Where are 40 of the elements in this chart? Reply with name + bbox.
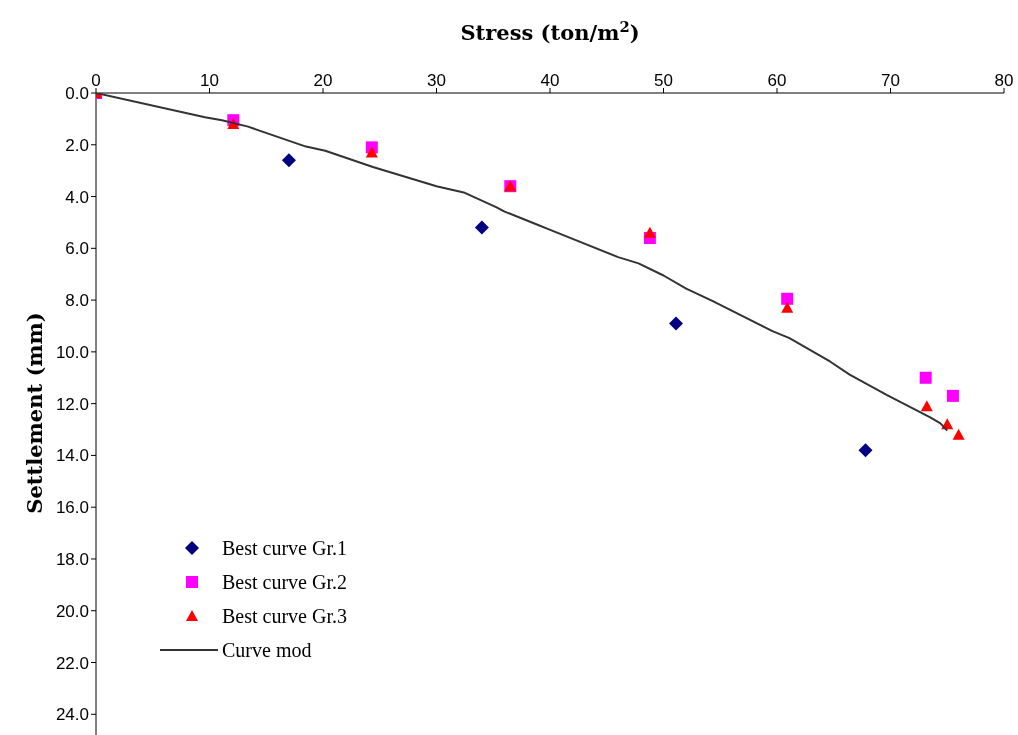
y-tick-label: 22.0 xyxy=(55,653,89,673)
x-tick-label: 60 xyxy=(767,71,787,90)
point xyxy=(474,220,489,235)
point xyxy=(952,428,965,440)
x-tick-label: 80 xyxy=(994,71,1014,90)
point xyxy=(946,389,959,402)
point xyxy=(668,316,683,331)
point xyxy=(781,292,794,305)
y-tick-label: 6.0 xyxy=(65,239,89,259)
x-tick-label: 70 xyxy=(881,71,900,90)
legend-label: Best curve Gr.1 xyxy=(222,536,347,560)
legend-label: Best curve Gr.2 xyxy=(222,570,347,594)
x-tick-label: 40 xyxy=(540,71,560,90)
y-tick-label: 14.0 xyxy=(55,446,89,466)
y-tick-label: 2.0 xyxy=(65,135,89,155)
y-tick-label: 0.0 xyxy=(65,84,89,104)
y-tick-label: 10.0 xyxy=(55,342,89,362)
legend-label: Curve mod xyxy=(222,638,312,662)
point xyxy=(365,146,378,158)
point xyxy=(858,443,873,458)
point xyxy=(920,400,933,412)
y-tick-label: 8.0 xyxy=(65,291,89,311)
x-tick-label: 20 xyxy=(313,71,333,90)
y-tick-label: 18.0 xyxy=(55,550,89,569)
x-tick-label: 30 xyxy=(427,71,446,90)
point xyxy=(919,371,932,384)
legend-label: Best curve Gr.3 xyxy=(222,604,347,628)
point xyxy=(781,301,794,313)
y-tick-label: 16.0 xyxy=(55,498,89,518)
x-axis-title: Stress (ton/m$^{2}$) xyxy=(460,17,640,45)
y-axis-title: Settlement (mm) xyxy=(22,312,47,514)
point xyxy=(281,153,296,168)
y-tick-label: 4.0 xyxy=(65,187,89,207)
y-tick-label: 24.0 xyxy=(55,705,89,725)
x-tick-label: 50 xyxy=(654,71,673,90)
point xyxy=(643,226,656,238)
x-tick-label: 10 xyxy=(200,71,219,90)
y-tick-label: 20.0 xyxy=(55,601,89,621)
y-tick-label: 12.0 xyxy=(55,394,89,414)
x-tick-label: 0 xyxy=(91,71,101,90)
